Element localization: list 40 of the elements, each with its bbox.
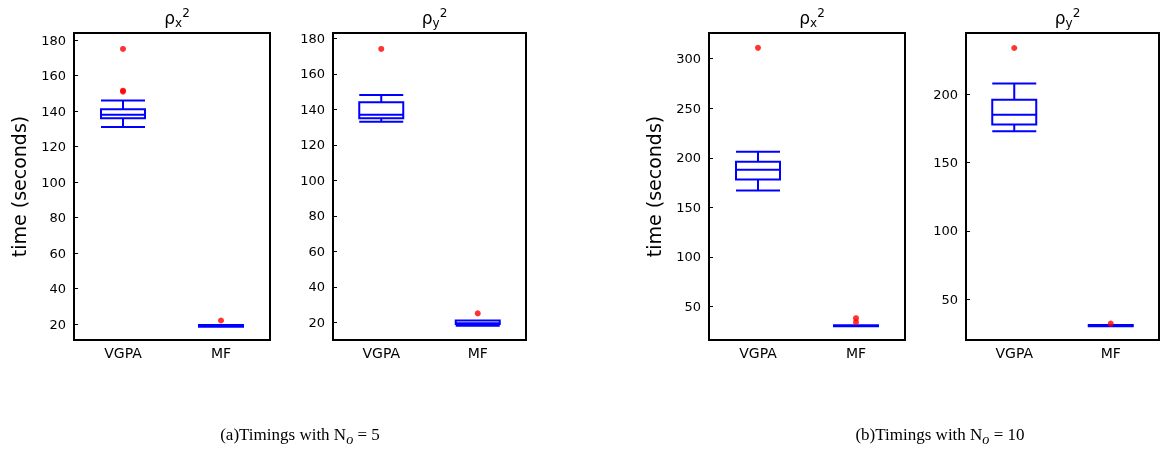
y-tick-label: 100: [300, 172, 325, 188]
x-tick-label: MF: [1100, 345, 1121, 361]
y-tick-label: 160: [41, 68, 66, 84]
y-tick-label: 50: [684, 298, 701, 314]
y-tick-label: 100: [676, 249, 701, 265]
x-tick-label: MF: [467, 345, 488, 361]
y-tick-label: 300: [676, 51, 701, 67]
x-tick-label: VGPA: [739, 345, 778, 361]
text: (b)Timings with N$_{o}$ = 10: [855, 425, 1025, 449]
y-tick-label: 60: [49, 245, 66, 261]
y-axis-title: time (seconds): [7, 115, 30, 258]
y-tick-label: 120: [41, 139, 66, 155]
y-tick-label: 200: [676, 150, 701, 166]
y-tick-label: 80: [308, 208, 325, 224]
x-tick-label: VGPA: [104, 345, 143, 361]
y-tick-label: 140: [41, 103, 66, 119]
x-tick-label: VGPA: [362, 345, 401, 361]
y-tick-label: 20: [308, 314, 325, 330]
y-tick-label: 150: [933, 155, 958, 171]
text: (a)Timings with N$_{o}$ = 5: [220, 425, 380, 449]
x-tick-label: MF: [845, 345, 867, 361]
y-tick-label: 250: [676, 100, 701, 116]
x-tick-label: VGPA: [995, 345, 1034, 361]
y-tick-label: 160: [300, 66, 325, 82]
y-axis-title: time (seconds): [642, 115, 665, 258]
y-tick-label: 100: [41, 174, 66, 190]
y-tick-label: 40: [49, 281, 66, 297]
y-tick-label: 100: [933, 223, 958, 239]
y-tick-label: 180: [41, 32, 66, 48]
y-tick-label: 80: [49, 210, 66, 226]
y-tick-label: 60: [308, 243, 325, 259]
y-tick-label: 20: [49, 316, 66, 332]
y-tick-label: 50: [941, 291, 958, 307]
y-tick-label: 140: [300, 101, 325, 117]
y-tick-label: 120: [300, 137, 325, 153]
y-tick-label: 40: [308, 279, 325, 295]
x-tick-label: MF: [210, 345, 232, 361]
y-tick-label: 180: [300, 30, 325, 46]
y-tick-label: 200: [933, 86, 958, 102]
y-tick-label: 150: [676, 199, 701, 215]
